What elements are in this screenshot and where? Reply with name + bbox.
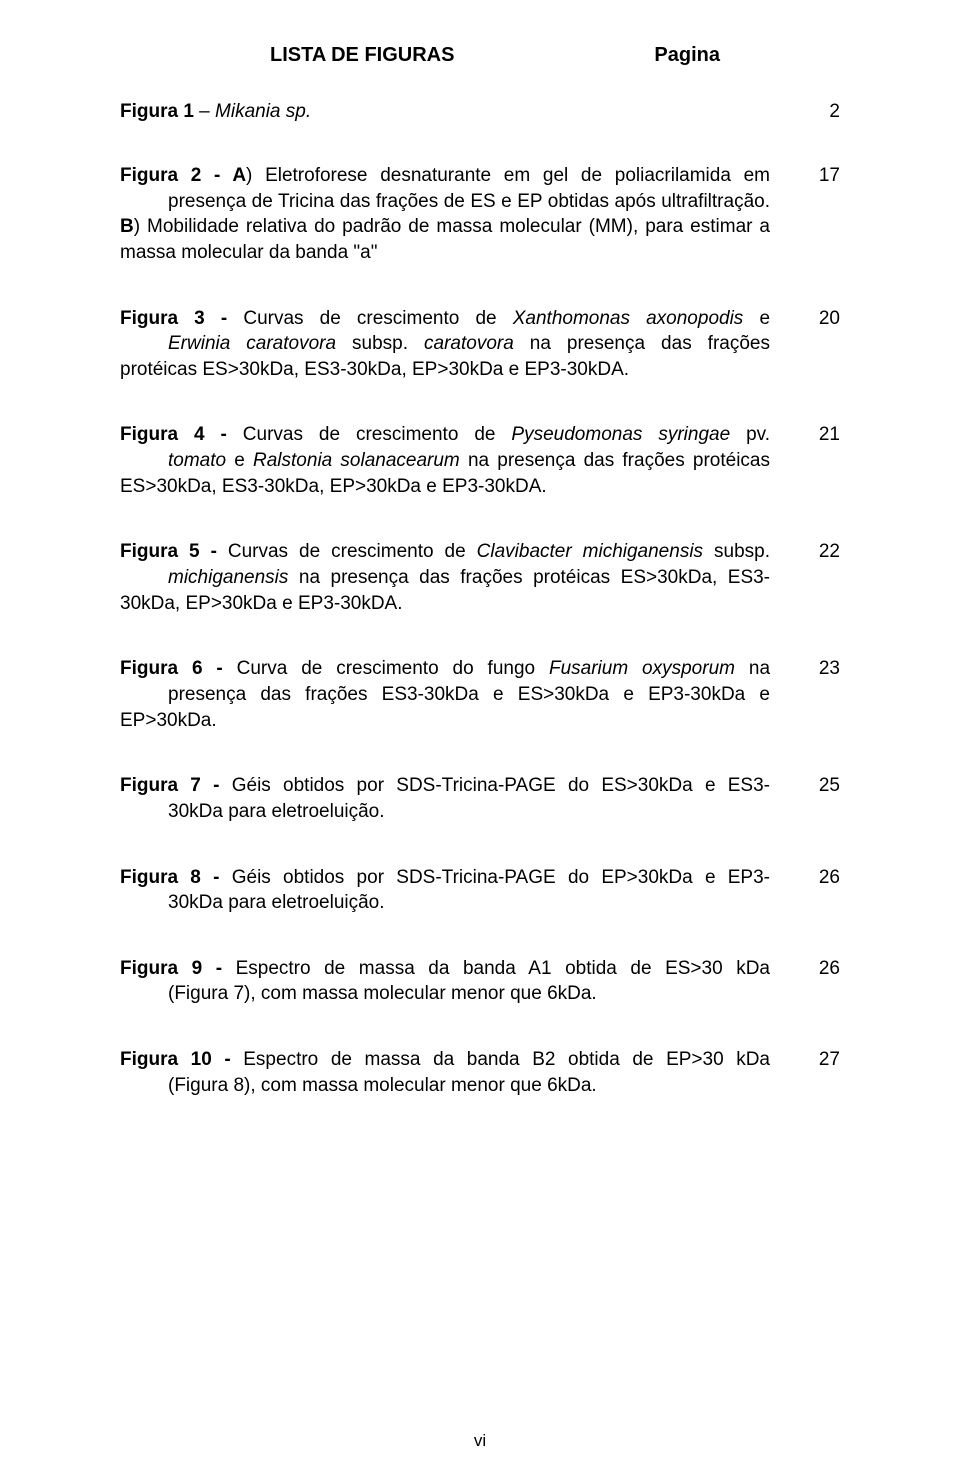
figure-9-page: 26	[800, 956, 840, 982]
figure-6-cp2: presença das frações ES3-30kDa e ES>30kD…	[120, 684, 770, 731]
figure-5-text: Figura 5 - Curvas de crescimento de Clav…	[120, 539, 800, 616]
figure-10-page: 27	[800, 1047, 840, 1073]
figure-6-after: Curva de crescimento do fungo	[223, 658, 549, 679]
figure-4-mid1: pv.	[746, 424, 770, 445]
figure-2-lead: Figura 2 - A	[120, 165, 246, 186]
figure-4-cont: tomato e Ralstonia solanacearum na prese…	[120, 450, 770, 497]
figure-5-lead: Figura 5 -	[120, 541, 217, 562]
figure-5-after: Curvas de crescimento de	[217, 541, 477, 562]
figure-7-entry: Figura 7 - Géis obtidos por SDS-Tricina-…	[120, 773, 840, 824]
figure-3-cont: Erwinia caratovora subsp. caratovora na …	[120, 333, 770, 380]
figure-7-text: Figura 7 - Géis obtidos por SDS-Tricina-…	[120, 773, 800, 824]
figure-10-cp2: (Figura 8), com massa molecular menor qu…	[168, 1075, 597, 1096]
figure-2-page: 17	[800, 163, 840, 189]
figure-3-lead: Figura 3 -	[120, 308, 227, 329]
figure-2-b2: B	[120, 216, 134, 237]
figure-6-mid1: na	[749, 658, 770, 679]
figure-9-lead: Figura 9 -	[120, 958, 222, 979]
figure-5-mid1: subsp.	[714, 541, 770, 562]
figure-1-label: Figura 1 – Mikania sp.	[120, 101, 311, 123]
figure-10-cont: (Figura 8), com massa molecular menor qu…	[120, 1075, 597, 1096]
figure-8-entry: Figura 8 - Géis obtidos por SDS-Tricina-…	[120, 865, 840, 916]
figure-4-lead: Figura 4 -	[120, 424, 227, 445]
figure-8-after: Géis obtidos por SDS-Tricina-PAGE do EP>…	[219, 867, 770, 888]
figure-3-page: 20	[800, 306, 840, 332]
figure-6-i1: Fusarium oxysporum	[549, 658, 749, 679]
figure-7-after: Géis obtidos por SDS-Tricina-PAGE do ES>…	[219, 775, 770, 796]
figure-3-text: Figura 3 - Curvas de crescimento de Xant…	[120, 306, 800, 383]
figure-4-ci1: tomato	[168, 450, 234, 471]
figure-10-text: Figura 10 - Espectro de massa da banda B…	[120, 1047, 800, 1098]
figure-3-after: Curvas de crescimento de	[227, 308, 513, 329]
figure-8-cont: 30kDa para eletroeluição.	[120, 892, 385, 913]
figure-9-cont: (Figura 7), com massa molecular menor qu…	[120, 983, 597, 1004]
list-title: LISTA DE FIGURAS	[270, 44, 454, 67]
figure-7-cp2: 30kDa para eletroeluição.	[168, 801, 385, 822]
figure-6-page: 23	[800, 656, 840, 682]
figure-6-entry: Figura 6 - Curva de crescimento do fungo…	[120, 656, 840, 733]
figure-1-page: 2	[829, 101, 840, 123]
figure-2-after-b2: ) Mobilidade relativa do padrão de massa…	[120, 216, 770, 263]
figure-5-entry: Figura 5 - Curvas de crescimento de Clav…	[120, 539, 840, 616]
figure-4-i1: Pyseudomonas syringae	[511, 424, 746, 445]
figure-2-cont: presença de Tricina das frações de ES e …	[120, 191, 770, 263]
figure-9-cp2: (Figura 7), com massa molecular menor qu…	[168, 983, 597, 1004]
figure-4-text: Figura 4 - Curvas de crescimento de Pyse…	[120, 422, 800, 499]
figure-6-text: Figura 6 - Curva de crescimento do fungo…	[120, 656, 800, 733]
header-row: LISTA DE FIGURAS Pagina	[120, 44, 840, 67]
figure-4-ci2: Ralstonia solanacearum	[253, 450, 468, 471]
page-label: Pagina	[654, 44, 720, 67]
figure-4-page: 21	[800, 422, 840, 448]
figure-10-entry: Figura 10 - Espectro de massa da banda B…	[120, 1047, 840, 1098]
figure-7-cont: 30kDa para eletroeluição.	[120, 801, 385, 822]
figure-9-entry: Figura 9 - Espectro de massa da banda A1…	[120, 956, 840, 1007]
figure-9-text: Figura 9 - Espectro de massa da banda A1…	[120, 956, 800, 1007]
figure-1-dash: –	[194, 101, 215, 122]
figure-3-ci1: Erwinia caratovora	[168, 333, 352, 354]
figure-4-cp1: e	[234, 450, 253, 471]
figure-7-page: 25	[800, 773, 840, 799]
figure-5-i1: Clavibacter michiganensis	[477, 541, 714, 562]
figure-5-cont: michiganensis na presença das frações pr…	[120, 567, 770, 614]
page: LISTA DE FIGURAS Pagina Figura 1 – Mikan…	[0, 0, 960, 1479]
figure-4-after: Curvas de crescimento de	[227, 424, 512, 445]
figure-8-cp2: 30kDa para eletroeluição.	[168, 892, 385, 913]
figure-10-after: Espectro de massa da banda B2 obtida de …	[231, 1049, 770, 1070]
figure-2-cont1: presença de Tricina das frações de ES e …	[168, 191, 770, 212]
figure-5-ci1: michiganensis	[168, 567, 299, 588]
figure-3-entry: Figura 3 - Curvas de crescimento de Xant…	[120, 306, 840, 383]
figure-1-row: Figura 1 – Mikania sp. 2	[120, 101, 840, 123]
figure-8-page: 26	[800, 865, 840, 891]
figure-5-page: 22	[800, 539, 840, 565]
figure-2-entry: Figura 2 - A) Eletroforese desnaturante …	[120, 163, 840, 266]
figure-8-text: Figura 8 - Géis obtidos por SDS-Tricina-…	[120, 865, 800, 916]
figure-3-i1: Xanthomonas axonopodis	[513, 308, 744, 329]
figure-3-mid1: e	[743, 308, 770, 329]
figure-10-lead: Figura 10 -	[120, 1049, 231, 1070]
figure-9-after: Espectro de massa da banda A1 obtida de …	[222, 958, 770, 979]
figure-7-lead: Figura 7 -	[120, 775, 219, 796]
figure-1-bold: Figura 1	[120, 101, 194, 122]
figure-8-lead: Figura 8 -	[120, 867, 219, 888]
figure-6-cont: presença das frações ES3-30kDa e ES>30kD…	[120, 684, 770, 731]
figure-2-after: ) Eletroforese desnaturante em gel de po…	[246, 165, 770, 186]
figure-6-lead: Figura 6 -	[120, 658, 223, 679]
figure-4-entry: Figura 4 - Curvas de crescimento de Pyse…	[120, 422, 840, 499]
figure-3-ci2: caratovora	[408, 333, 530, 354]
figure-1-italic: Mikania sp.	[215, 101, 311, 122]
figure-2-text: Figura 2 - A) Eletroforese desnaturante …	[120, 163, 800, 266]
figure-3-cp1: subsp.	[352, 333, 408, 354]
page-number-footer: vi	[0, 1431, 960, 1451]
